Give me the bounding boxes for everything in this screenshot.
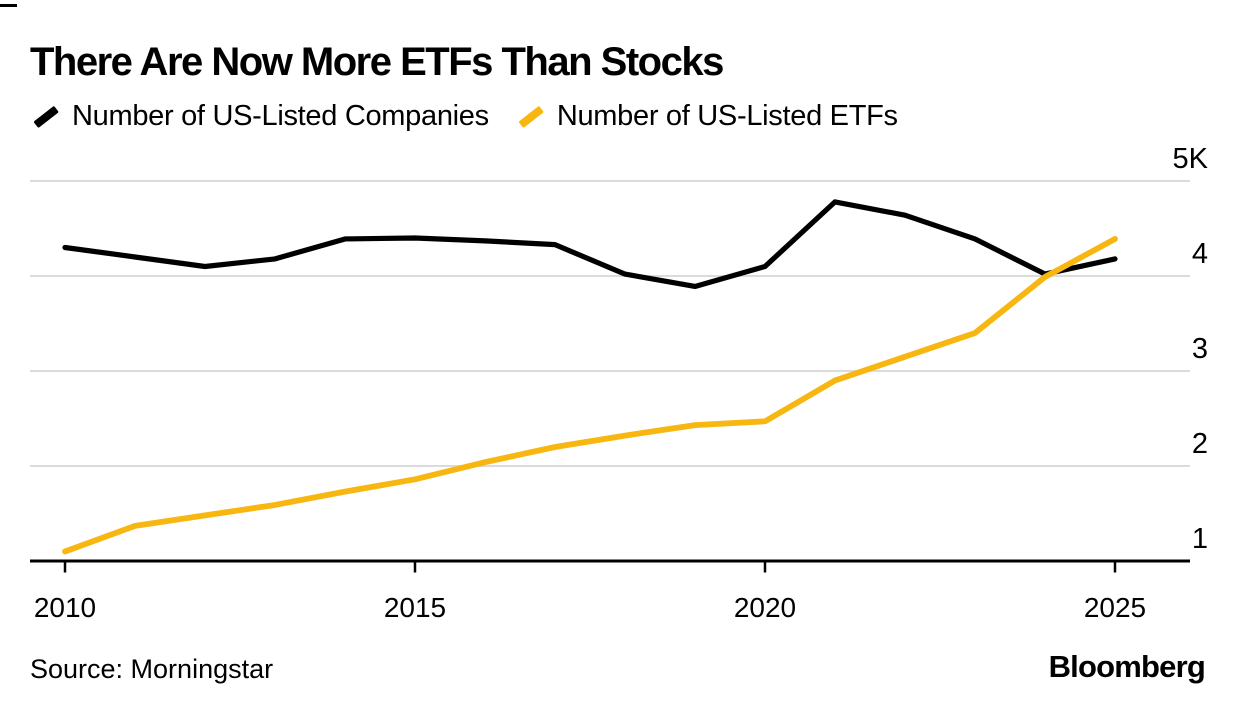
y-axis-label-3: 3 xyxy=(1192,333,1208,365)
y-axis-label-4: 4 xyxy=(1192,238,1208,270)
y-axis-label-5K: 5K xyxy=(1173,143,1209,175)
bloomberg-logo: Bloomberg xyxy=(1048,649,1206,684)
legend-label-companies: Number of US-Listed Companies xyxy=(72,100,489,132)
x-axis-label-2020: 2020 xyxy=(734,592,796,623)
etfs-line xyxy=(62,236,1118,555)
chart-legend: Number of US-Listed Companies Number of … xyxy=(30,100,898,133)
top-left-rule xyxy=(0,4,17,7)
legend-item-etfs: Number of US-Listed ETFs xyxy=(515,100,898,133)
companies-line xyxy=(62,199,1118,290)
legend-label-etfs: Number of US-Listed ETFs xyxy=(556,100,898,132)
y-axis-label-1: 1 xyxy=(1192,523,1208,555)
x-axis-label-2015: 2015 xyxy=(384,592,446,623)
x-axis-label-2010: 2010 xyxy=(34,592,96,623)
source-note: Source: Morningstar xyxy=(30,654,274,684)
y-axis-label-2: 2 xyxy=(1192,428,1208,460)
chart-title: There Are Now More ETFs Than Stocks xyxy=(30,40,724,84)
legend-item-companies: Number of US-Listed Companies xyxy=(30,100,489,133)
x-axis-label-2025: 2025 xyxy=(1084,592,1146,623)
